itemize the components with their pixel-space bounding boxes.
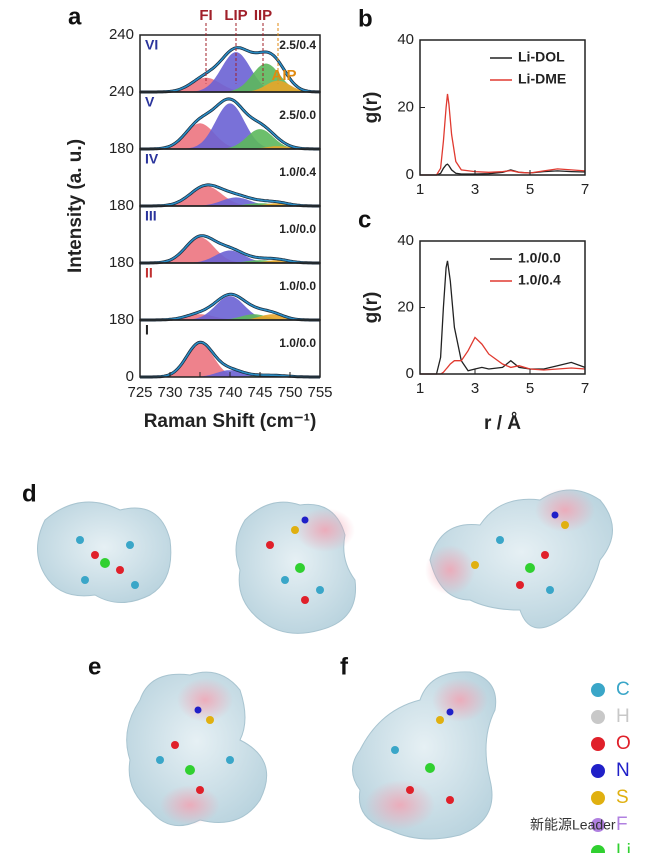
fit-peak <box>140 103 320 149</box>
x-axis-label: Raman Shift (cm⁻¹) <box>144 411 317 432</box>
y-tick-label: 0 <box>406 166 414 183</box>
watermark: 新能源Leader <box>530 817 616 833</box>
peak-label: AIP <box>271 67 296 84</box>
y-tick-label: 240 <box>109 26 134 43</box>
subpanel-name: III <box>145 208 157 224</box>
x-tick-label: 5 <box>526 380 534 397</box>
fit-peak <box>140 197 320 206</box>
series-line <box>420 336 586 375</box>
ratio-label: 1.0/0.0 <box>279 279 316 293</box>
legend-label: Li-DME <box>518 71 566 87</box>
x-tick-label: 740 <box>217 384 242 401</box>
panel-label: e <box>88 653 101 680</box>
fit-peak <box>140 52 320 92</box>
envelope <box>140 184 320 207</box>
panel-label: f <box>340 653 349 680</box>
x-tick-label: 1 <box>416 380 424 397</box>
atom-swatch <box>591 818 605 832</box>
y-tick-label: 180 <box>109 140 134 157</box>
legend-label: Li-DOL <box>518 49 565 65</box>
subpanel-name: I <box>145 322 149 338</box>
x-tick-label: 725 <box>127 384 152 401</box>
atom-symbol: Li <box>616 841 631 853</box>
atom-symbol: F <box>616 814 628 835</box>
envelope <box>140 98 320 150</box>
panel-label: d <box>22 480 37 507</box>
ratio-label: 1.0/0.0 <box>279 222 316 236</box>
subpanel-name: V <box>145 94 155 110</box>
ratio-label: 1.0/0.4 <box>279 165 316 179</box>
fit-peak <box>140 296 320 320</box>
y-tick-label: 240 <box>109 83 134 100</box>
x-tick-label: 5 <box>526 181 534 198</box>
panel-label: c <box>358 206 371 233</box>
y-axis-label: g(r) <box>361 92 382 124</box>
atom-symbol: H <box>616 706 630 727</box>
fit-peak <box>140 80 320 92</box>
panel-label: b <box>358 5 373 32</box>
x-tick-label: 750 <box>277 384 302 401</box>
y-tick-label: 0 <box>406 365 414 382</box>
y-tick-label: 40 <box>397 31 414 48</box>
x-tick-label: 755 <box>307 384 332 401</box>
panel-label: a <box>68 3 82 30</box>
y-tick-label: 0 <box>126 368 134 385</box>
y-axis-label: g(r) <box>361 292 382 324</box>
atom-symbol: N <box>616 760 630 781</box>
x-tick-label: 7 <box>581 380 589 397</box>
x-tick-label: 3 <box>471 380 479 397</box>
y-tick-label: 180 <box>109 197 134 214</box>
ratio-label: 1.0/0.0 <box>279 336 316 350</box>
fit-peak <box>140 129 320 149</box>
y-tick-label: 180 <box>109 311 134 328</box>
y-axis-label: Intensity (a. u.) <box>65 139 86 273</box>
atom-swatch <box>591 683 605 697</box>
atom-swatch <box>591 791 605 805</box>
y-tick-label: 20 <box>397 298 414 315</box>
atom-swatch <box>591 764 605 778</box>
legend-label: 1.0/0.0 <box>518 250 561 266</box>
subpanel-name: IV <box>145 151 159 167</box>
y-tick-label: 20 <box>397 98 414 115</box>
atom-symbol: O <box>616 733 631 754</box>
atom-swatch <box>591 737 605 751</box>
fit-peak <box>140 250 320 263</box>
ratio-label: 2.5/0.0 <box>279 108 316 122</box>
peak-label: LIP <box>224 7 247 24</box>
fit-peak <box>140 123 320 149</box>
fit-peak <box>140 186 320 206</box>
legend-label: 1.0/0.4 <box>518 272 561 288</box>
peak-label: IIP <box>254 7 272 24</box>
atom-swatch <box>591 710 605 724</box>
peak-label: FI <box>199 7 212 24</box>
envelope <box>140 234 320 264</box>
x-tick-label: 745 <box>247 384 272 401</box>
fit-peak <box>140 342 320 377</box>
ratio-label: 2.5/0.4 <box>279 38 316 52</box>
atom-symbol: C <box>616 679 630 700</box>
y-tick-label: 40 <box>397 232 414 249</box>
x-axis-label: r / Å <box>484 413 521 434</box>
atom-swatch <box>591 845 605 853</box>
y-tick-label: 180 <box>109 254 134 271</box>
fit-peak <box>140 314 320 320</box>
x-tick-label: 735 <box>187 384 212 401</box>
atom-symbol: S <box>616 787 629 808</box>
x-tick-label: 1 <box>416 181 424 198</box>
x-tick-label: 7 <box>581 181 589 198</box>
series-line <box>420 93 586 176</box>
molecules <box>37 488 613 840</box>
fit-peak <box>140 314 320 320</box>
subpanel-name: II <box>145 265 153 281</box>
fit-peak <box>140 237 320 263</box>
x-tick-label: 730 <box>157 384 182 401</box>
x-tick-label: 3 <box>471 181 479 198</box>
subpanel-name: VI <box>145 37 158 53</box>
